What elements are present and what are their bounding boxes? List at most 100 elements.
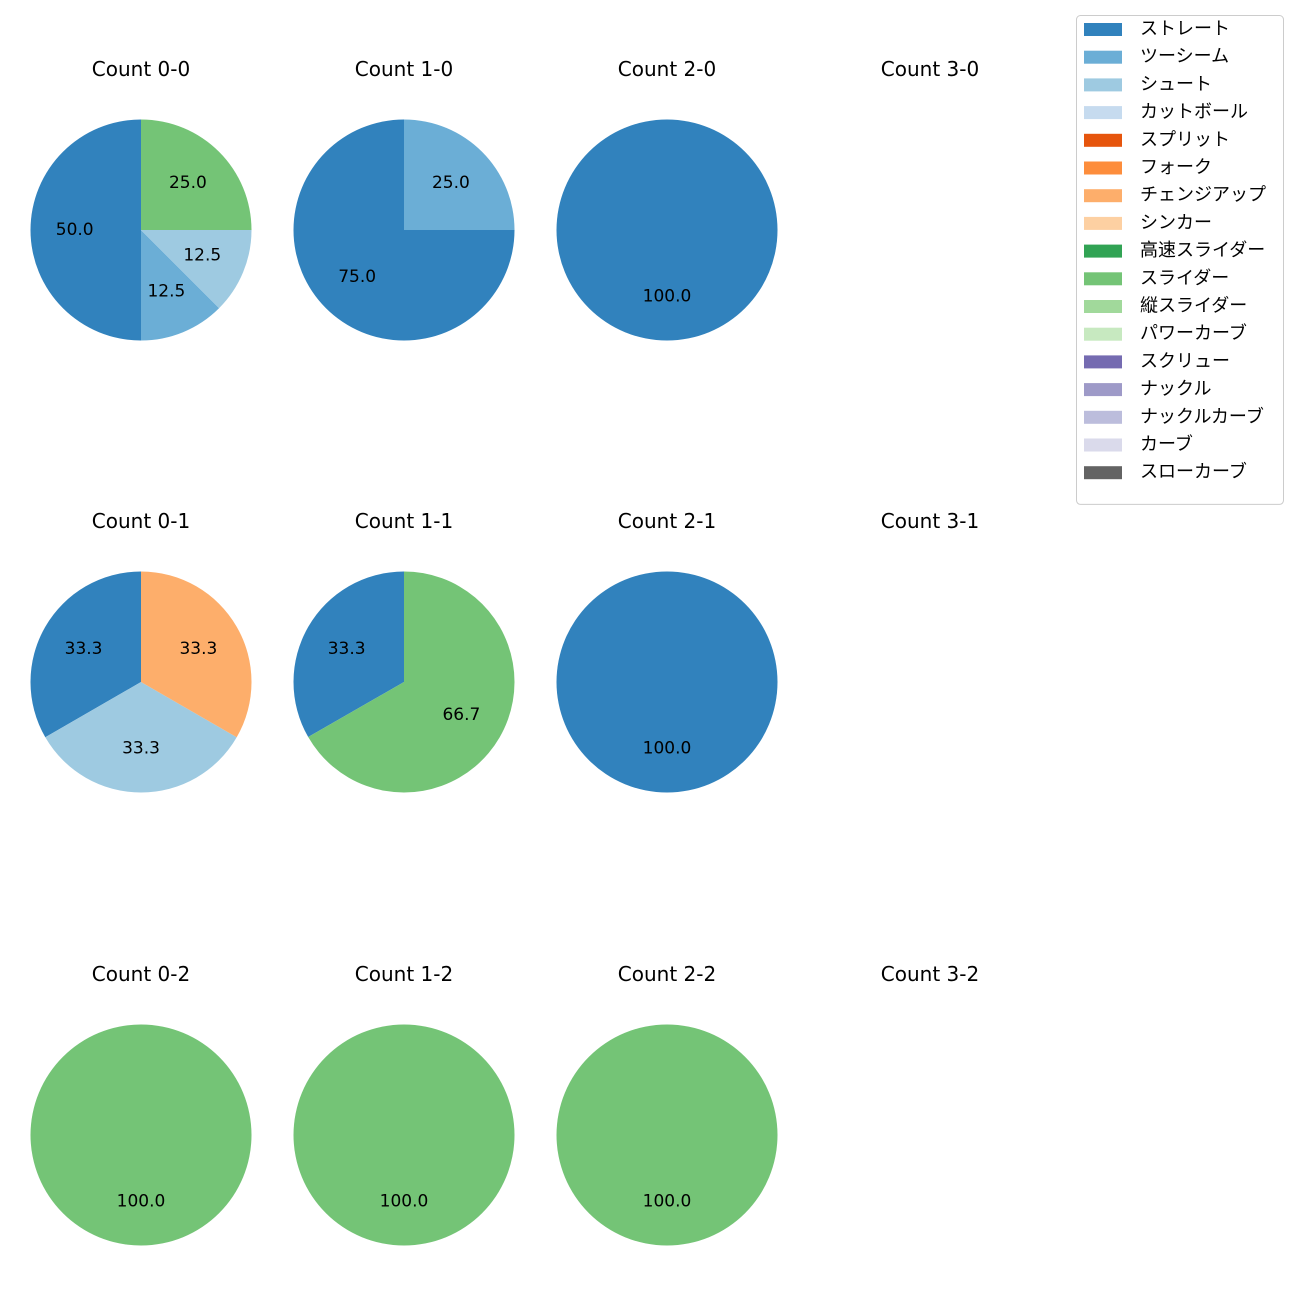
legend-label: 縦スライダー bbox=[1140, 296, 1247, 317]
legend-item: チェンジアップ bbox=[1084, 185, 1266, 206]
slice-label: 12.5 bbox=[147, 281, 185, 301]
subplot-title: Count 1-1 bbox=[355, 509, 453, 533]
legend-label: シュート bbox=[1140, 74, 1212, 95]
subplots: Count 0-0 50.0 12.5 12.5 25.0 Count 1-0 75.0 25… bbox=[30, 57, 979, 1246]
legend-swatch bbox=[1084, 355, 1122, 369]
slice-label: 100.0 bbox=[380, 1191, 429, 1211]
legend-label: スローカーブ bbox=[1140, 461, 1247, 483]
pie-slice bbox=[556, 571, 778, 793]
pie-slice bbox=[308, 571, 515, 793]
legend-label: ストレート bbox=[1140, 19, 1230, 40]
pie-slice bbox=[141, 119, 252, 230]
subplot-title: Count 2-2 bbox=[618, 962, 716, 986]
legend-swatch bbox=[1084, 189, 1122, 203]
legend-label: パワーカーブ bbox=[1140, 322, 1247, 344]
pie-subplot: Count 0-1 33.3 33.3 33.3 bbox=[30, 509, 252, 793]
legend-item: フォーク bbox=[1084, 157, 1212, 178]
legend-label: スプリット bbox=[1140, 129, 1230, 150]
pie-slice bbox=[293, 1024, 515, 1246]
pie-slice bbox=[141, 230, 220, 341]
subplot-title: Count 3-0 bbox=[881, 57, 979, 81]
legend-swatch bbox=[1084, 50, 1122, 64]
legend-swatch bbox=[1084, 327, 1122, 341]
legend-label: ツーシーム bbox=[1140, 46, 1229, 67]
subplot-title: Count 0-0 bbox=[92, 57, 190, 81]
legend-label: ナックルカーブ bbox=[1140, 405, 1264, 427]
legend-swatch bbox=[1084, 106, 1122, 120]
legend-label: ナックル bbox=[1140, 379, 1211, 400]
slice-label: 12.5 bbox=[183, 245, 221, 265]
legend-item: 高速スライダー bbox=[1084, 240, 1265, 261]
slice-label: 33.3 bbox=[328, 639, 366, 659]
legend-item: スライダー bbox=[1084, 268, 1229, 289]
legend-swatch bbox=[1084, 272, 1122, 286]
subplot-title: Count 1-0 bbox=[355, 57, 453, 81]
pie-subplot: Count 2-0 100.0 bbox=[556, 57, 778, 341]
slice-label: 100.0 bbox=[643, 286, 692, 306]
legend-item: シンカー bbox=[1084, 212, 1212, 233]
legend-swatch bbox=[1084, 133, 1122, 147]
slice-label: 75.0 bbox=[338, 267, 376, 287]
legend-label: スライダー bbox=[1140, 268, 1229, 289]
legend-item: ストレート bbox=[1084, 19, 1230, 40]
slice-label: 100.0 bbox=[117, 1191, 166, 1211]
subplot-title: Count 0-1 bbox=[92, 509, 190, 533]
legend-swatch bbox=[1084, 438, 1122, 452]
pie-subplot: Count 3-2 bbox=[881, 962, 979, 986]
legend-item: スクリュー bbox=[1084, 351, 1230, 372]
pie-subplot: Count 1-0 75.0 25.0 bbox=[293, 57, 515, 341]
subplot-title: Count 3-1 bbox=[881, 509, 979, 533]
pie-subplot: Count 0-2 100.0 bbox=[30, 962, 252, 1246]
subplot-title: Count 1-2 bbox=[355, 962, 453, 986]
pie-subplot: Count 1-1 33.3 66.7 bbox=[293, 509, 515, 793]
legend-label: スクリュー bbox=[1140, 351, 1230, 372]
slice-label: 33.3 bbox=[122, 738, 160, 758]
legend-swatch bbox=[1084, 300, 1122, 313]
subplot-title: Count 2-0 bbox=[618, 57, 716, 81]
pie-subplot: Count 2-2 100.0 bbox=[556, 962, 778, 1246]
legend-item: ツーシーム bbox=[1084, 46, 1229, 67]
legend-item: スローカーブ bbox=[1084, 461, 1247, 483]
pie-slice bbox=[30, 1024, 252, 1246]
legend-frame bbox=[1076, 15, 1284, 505]
legend-item: シュート bbox=[1084, 74, 1212, 95]
legend-item: スプリット bbox=[1084, 129, 1230, 150]
pie-subplot: Count 1-2 100.0 bbox=[293, 962, 515, 1246]
legend-label: シンカー bbox=[1140, 212, 1212, 233]
slice-label: 25.0 bbox=[432, 173, 470, 193]
legend-swatch bbox=[1084, 244, 1122, 258]
slice-label: 50.0 bbox=[56, 220, 94, 240]
legend-item: ナックル bbox=[1084, 379, 1211, 400]
pie-subplot: Count 2-1 100.0 bbox=[556, 509, 778, 793]
pie-slice bbox=[30, 571, 142, 738]
slice-label: 100.0 bbox=[643, 738, 692, 758]
subplot-title: Count 0-2 bbox=[92, 962, 190, 986]
pie-slice bbox=[141, 571, 252, 738]
pie-slice bbox=[404, 119, 515, 230]
legend-swatch bbox=[1084, 23, 1122, 36]
slice-label: 100.0 bbox=[643, 1191, 692, 1211]
slice-label: 25.0 bbox=[169, 173, 207, 193]
pie-slice bbox=[556, 1024, 778, 1246]
legend-swatch bbox=[1084, 161, 1122, 175]
slice-label: 33.3 bbox=[179, 639, 217, 659]
legend-item: カーブ bbox=[1084, 433, 1193, 455]
pie-slice bbox=[293, 571, 404, 738]
pie-slice bbox=[556, 119, 778, 341]
legend-label: フォーク bbox=[1140, 157, 1212, 178]
legend-item: パワーカーブ bbox=[1084, 322, 1247, 344]
legend-label: チェンジアップ bbox=[1140, 185, 1266, 206]
pie-subplot: Count 3-0 bbox=[881, 57, 979, 81]
subplot-title: Count 2-1 bbox=[618, 509, 716, 533]
legend-item: ナックルカーブ bbox=[1084, 405, 1264, 427]
legend: ストレートツーシームシュートカットボールスプリットフォークチェンジアップシンカー… bbox=[1076, 15, 1284, 505]
legend-item: カットボール bbox=[1084, 102, 1248, 123]
pie-subplot: Count 0-0 50.0 12.5 12.5 25.0 bbox=[30, 57, 252, 341]
legend-swatch bbox=[1084, 78, 1122, 92]
legend-label: カーブ bbox=[1140, 433, 1193, 455]
pie-subplot: Count 3-1 bbox=[881, 509, 979, 533]
slice-label: 66.7 bbox=[442, 705, 480, 725]
legend-swatch bbox=[1084, 466, 1122, 480]
legend-swatch bbox=[1084, 410, 1122, 424]
